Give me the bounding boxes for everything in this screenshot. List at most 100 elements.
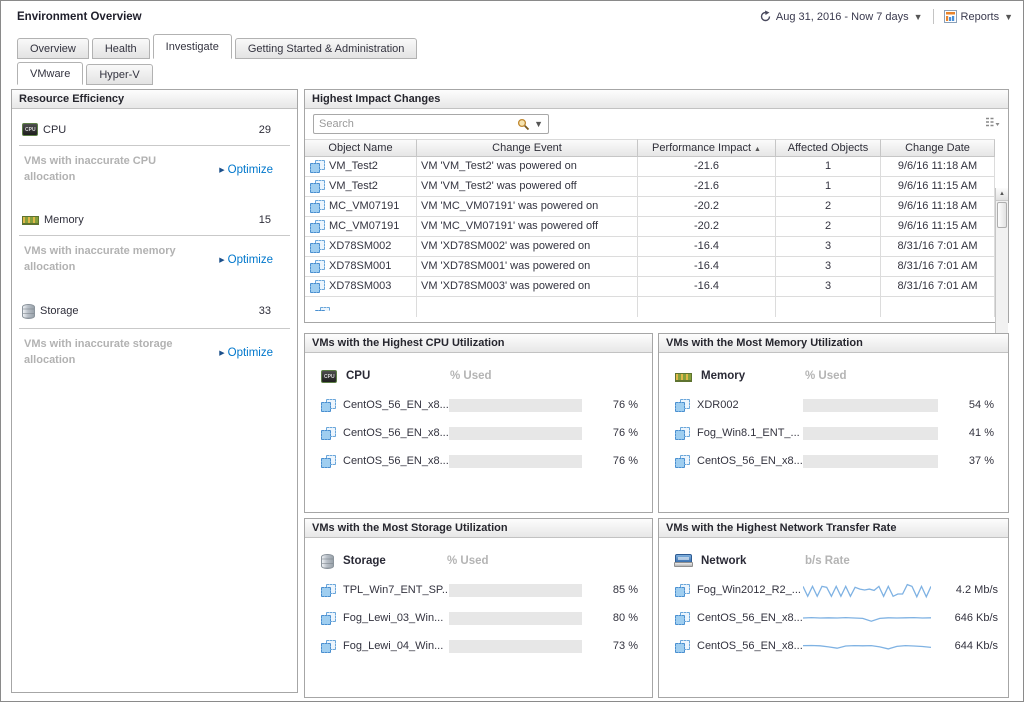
vm-icon <box>310 180 325 193</box>
vm-name[interactable]: CentOS_56_EN_x8... <box>343 399 449 411</box>
memory-vm-row[interactable]: XDR002 54 % <box>659 391 1008 419</box>
storage-vm-row[interactable]: TPL_Win7_ENT_SP... 85 % <box>305 576 652 604</box>
vm-name[interactable]: CentOS_56_EN_x8... <box>697 455 803 467</box>
column-change-event[interactable]: Change Event <box>417 139 638 157</box>
vm-icon <box>310 260 325 273</box>
search-input[interactable] <box>314 118 513 130</box>
vm-name[interactable]: CentOS_56_EN_x8... <box>697 640 803 652</box>
vm-name[interactable]: XDR002 <box>697 399 739 411</box>
network-unit-label: b/s Rate <box>805 555 850 567</box>
table-row[interactable]: XD78SM001 VM 'XD78SM001' was powered on … <box>305 257 995 277</box>
time-range-icon <box>760 10 771 22</box>
column-object-name[interactable]: Object Name <box>305 139 417 157</box>
resource-note-row: VMs with inaccurate memory allocation ▶ … <box>12 236 297 290</box>
change-date: 9/6/16 11:18 AM <box>881 197 995 217</box>
optimize-arrow-icon: ▶ <box>219 166 225 174</box>
cpu-panel-header: CPU % Used <box>305 361 652 391</box>
vm-icon <box>310 220 325 233</box>
change-event: VM 'MC_VM07191' was powered off <box>417 217 638 237</box>
object-name: XD78SM001 <box>329 260 392 272</box>
vm-icon <box>310 240 325 253</box>
search-options-caret-icon[interactable]: ▼ <box>534 119 543 129</box>
utilization-bar <box>803 398 938 412</box>
vm-icon <box>321 454 336 468</box>
utilization-bar <box>449 398 582 412</box>
table-row[interactable]: XD78SM002 VM 'XD78SM002' was powered on … <box>305 237 995 257</box>
utilization-bar <box>449 454 582 468</box>
vm-name[interactable]: Fog_Win2012_R2_... <box>697 584 801 596</box>
cpu-header-label: CPU <box>346 370 371 382</box>
resource-count: 29 <box>258 123 271 136</box>
optimize-label: Optimize <box>227 346 273 359</box>
tab-health[interactable]: Health <box>91 38 150 59</box>
optimize-link[interactable]: ▶ Optimize <box>219 244 273 276</box>
tab-overview[interactable]: Overview <box>17 38 89 59</box>
network-transfer-panel: VMs with the Highest Network Transfer Ra… <box>658 518 1009 698</box>
vm-icon <box>310 160 325 173</box>
object-name: MC_VM07191 <box>329 220 400 232</box>
memory-vm-row[interactable]: CentOS_56_EN_x8... 37 % <box>659 447 1008 475</box>
vm-icon <box>675 611 690 625</box>
storage-vm-row[interactable]: Fog_Lewi_04_Win... 73 % <box>305 632 652 660</box>
divider <box>19 145 290 146</box>
changes-table: Object Name Change Event Performance Imp… <box>305 139 1008 360</box>
resource-note: VMs with inaccurate memory allocation <box>24 244 176 273</box>
utilization-value: 80 % <box>612 612 638 624</box>
memory-vm-row[interactable]: Fog_Win8.1_ENT_... 41 % <box>659 419 1008 447</box>
affected-objects: 1 <box>776 157 881 177</box>
memory-icon <box>675 372 692 382</box>
time-range-control[interactable]: Aug 31, 2016 - Now 7 days ▼ <box>759 10 923 23</box>
table-row[interactable]: MC_VM07191 VM 'MC_VM07191' was powered o… <box>305 197 995 217</box>
affected-objects: 3 <box>776 237 881 257</box>
network-sparkline <box>802 609 936 627</box>
scrollbar-thumb[interactable] <box>997 202 1007 228</box>
reports-button[interactable]: Reports ▼ <box>943 10 1013 23</box>
column-change-date[interactable]: Change Date <box>881 139 995 157</box>
tab-getting-started[interactable]: Getting Started & Administration <box>234 38 418 59</box>
time-range-caret-icon: ▼ <box>913 11 923 22</box>
optimize-arrow-icon: ▶ <box>219 349 225 357</box>
vm-name[interactable]: CentOS_56_EN_x8... <box>343 455 449 467</box>
column-performance-impact[interactable]: Performance Impact ▲ <box>638 139 776 157</box>
tab-hyperv[interactable]: Hyper-V <box>86 64 153 85</box>
optimize-link[interactable]: ▶ Optimize <box>219 337 273 369</box>
page-title: Environment Overview <box>17 11 142 23</box>
table-row[interactable]: VM_Test2 VM 'VM_Test2' was powered off -… <box>305 177 995 197</box>
table-row[interactable]: MC_VM07191 VM 'MC_VM07191' was powered o… <box>305 217 995 237</box>
main-tab-bar: Overview Health Investigate Getting Star… <box>17 34 418 59</box>
vm-name[interactable]: Fog_Win8.1_ENT_... <box>697 427 800 439</box>
optimize-link[interactable]: ▶ Optimize <box>219 154 273 186</box>
search-icon[interactable] <box>517 118 530 131</box>
table-row[interactable]: XD78SM003 VM 'XD78SM003' was powered on … <box>305 277 995 297</box>
network-vm-row[interactable]: CentOS_56_EN_x8... 644 Kb/s <box>659 632 1008 660</box>
cpu-panel-title: VMs with the Highest CPU Utilization <box>305 334 652 353</box>
optimize-arrow-icon: ▶ <box>219 256 225 264</box>
change-date: 9/6/16 11:15 AM <box>881 217 995 237</box>
cpu-vm-row[interactable]: CentOS_56_EN_x8... 76 % <box>305 391 652 419</box>
cpu-vm-row[interactable]: CentOS_56_EN_x8... 76 % <box>305 447 652 475</box>
resource-icon <box>22 303 35 319</box>
network-vm-row[interactable]: CentOS_56_EN_x8... 646 Kb/s <box>659 604 1008 632</box>
vm-name[interactable]: Fog_Lewi_03_Win... <box>343 612 444 624</box>
memory-panel-title: VMs with the Most Memory Utilization <box>659 334 1008 353</box>
customizer-icon <box>986 117 1000 127</box>
cpu-vm-row[interactable]: CentOS_56_EN_x8... 76 % <box>305 419 652 447</box>
changes-toolbar: ▼ <box>305 109 1008 139</box>
storage-vm-row[interactable]: Fog_Lewi_03_Win... 80 % <box>305 604 652 632</box>
tab-investigate[interactable]: Investigate <box>152 34 232 59</box>
scroll-up-icon[interactable]: ▲ <box>996 188 1008 201</box>
vm-name[interactable]: TPL_Win7_ENT_SP... <box>343 584 449 596</box>
table-row[interactable]: VM_Test2 VM 'VM_Test2' was powered on -2… <box>305 157 995 177</box>
vm-name[interactable]: Fog_Lewi_04_Win... <box>343 640 444 652</box>
table-customizer-button[interactable] <box>985 115 1000 133</box>
storage-header-label: Storage <box>343 555 386 567</box>
top-controls: Aug 31, 2016 - Now 7 days ▼ Reports ▼ <box>759 9 1013 24</box>
tab-vmware[interactable]: VMware <box>17 62 84 85</box>
utilization-value: 85 % <box>612 584 638 596</box>
column-affected-objects[interactable]: Affected Objects <box>776 139 881 157</box>
vm-name[interactable]: CentOS_56_EN_x8... <box>697 612 803 624</box>
vm-name[interactable]: CentOS_56_EN_x8... <box>343 427 449 439</box>
network-vm-row[interactable]: Fog_Win2012_R2_... 4.2 Mb/s <box>659 576 1008 604</box>
resource-label: Storage <box>40 305 79 318</box>
memory-unit-label: % Used <box>805 370 847 382</box>
